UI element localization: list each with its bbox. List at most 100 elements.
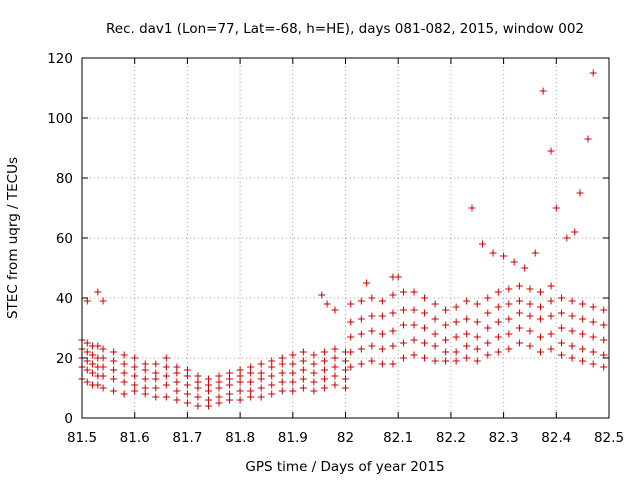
data-point (368, 294, 376, 302)
data-point (215, 384, 223, 392)
data-point (299, 366, 307, 374)
data-point (547, 330, 555, 338)
data-point (342, 357, 349, 365)
data-point (389, 327, 397, 335)
data-point (110, 366, 118, 374)
data-point (600, 363, 608, 371)
data-point (247, 369, 255, 377)
data-point (526, 342, 534, 350)
data-point (410, 351, 418, 359)
data-point (268, 381, 276, 389)
data-point (505, 330, 513, 338)
data-point (368, 357, 376, 365)
data-point (589, 348, 597, 356)
data-point (94, 288, 102, 296)
data-point (526, 300, 534, 308)
data-point (363, 279, 371, 287)
data-point (579, 357, 587, 365)
data-point (162, 354, 170, 362)
data-point (539, 87, 547, 95)
data-point (110, 387, 118, 395)
data-point (131, 381, 139, 389)
data-point (110, 375, 118, 383)
data-point (194, 393, 202, 401)
data-point (268, 363, 276, 371)
data-point (310, 369, 318, 377)
x-tick-label: 82.3 (489, 430, 519, 446)
data-point (141, 384, 149, 392)
data-point (389, 360, 397, 368)
data-point (89, 351, 97, 359)
axis-ticks: 81.5 81.6 81.7 81.8 81.9 82 82.1 82.2 82.3 82.4 82… (47, 51, 624, 446)
data-point (83, 366, 91, 374)
data-point (183, 399, 191, 407)
y-tick-label: 60 (56, 231, 73, 247)
data-point (120, 360, 128, 368)
data-point (500, 252, 508, 260)
data-point (299, 357, 307, 365)
data-point (494, 318, 502, 326)
data-point (320, 357, 328, 365)
data-point (289, 360, 297, 368)
data-point (141, 366, 149, 374)
data-point (589, 333, 597, 341)
data-point (442, 348, 450, 356)
data-point (584, 135, 592, 143)
data-point (531, 249, 539, 257)
data-point (162, 381, 170, 389)
data-point (278, 378, 286, 386)
data-point (204, 381, 212, 389)
data-point (289, 351, 297, 359)
data-point (526, 312, 534, 320)
data-point (310, 387, 318, 395)
data-point (183, 372, 191, 380)
data-point (141, 375, 149, 383)
x-tick-label: 81.5 (67, 430, 97, 446)
data-point (278, 387, 286, 395)
data-point (94, 342, 102, 350)
x-tick-label: 81.6 (120, 430, 150, 446)
data-point (368, 312, 376, 320)
data-point (236, 387, 244, 395)
data-point (152, 384, 160, 392)
data-point (568, 297, 576, 305)
data-point (399, 354, 407, 362)
data-point (131, 372, 139, 380)
data-point (331, 306, 339, 314)
data-point (421, 294, 429, 302)
data-point (547, 297, 555, 305)
data-point (600, 336, 608, 344)
data-point (342, 384, 349, 392)
data-point (357, 297, 365, 305)
data-point (452, 348, 460, 356)
data-point (484, 309, 492, 317)
data-point (278, 360, 286, 368)
data-point (99, 354, 107, 362)
data-point (236, 372, 244, 380)
data-point (183, 390, 191, 398)
data-point (226, 381, 234, 389)
data-point (310, 360, 318, 368)
data-point (589, 318, 597, 326)
data-point (399, 321, 407, 329)
data-point (394, 273, 402, 281)
data-point (204, 387, 212, 395)
data-point (357, 360, 365, 368)
data-point (558, 309, 566, 317)
data-point (536, 303, 544, 311)
y-tick-label: 20 (56, 351, 73, 367)
data-point (536, 288, 544, 296)
data-point (600, 306, 608, 314)
data-point (442, 321, 450, 329)
data-point (215, 393, 223, 401)
y-tick-label: 80 (56, 171, 73, 187)
data-point (278, 354, 286, 362)
data-point (299, 375, 307, 383)
data-point (558, 294, 566, 302)
data-point (431, 342, 439, 350)
data-point (410, 288, 418, 296)
y-tick-label: 120 (47, 51, 73, 67)
data-point (204, 375, 212, 383)
data-point (257, 384, 265, 392)
